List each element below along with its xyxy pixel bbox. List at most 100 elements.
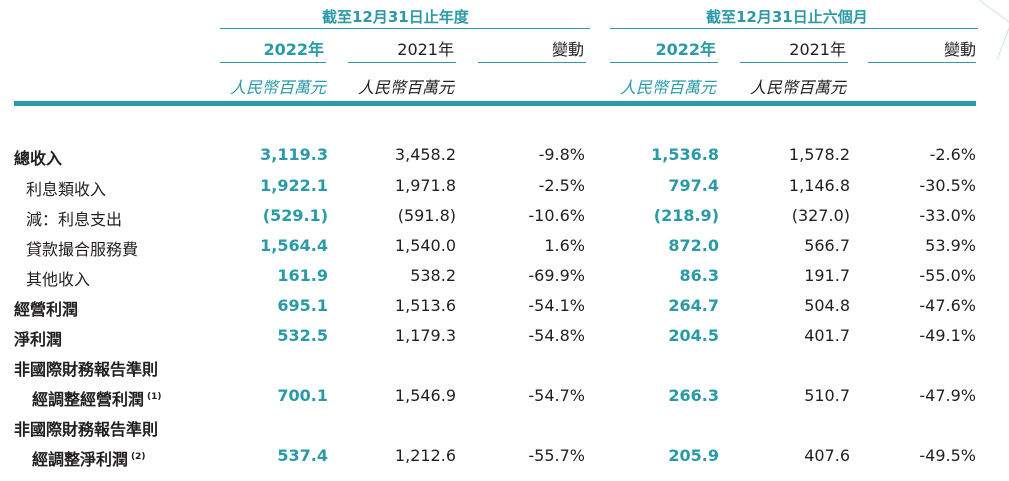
row-label: 貸款撮合服務費 [26, 236, 138, 260]
unit-2022-year: 人民幣百萬元 [229, 78, 326, 97]
table-top-rule [14, 101, 976, 106]
row-label-text: 經調整淨利潤 [32, 450, 129, 469]
rule-change-six [868, 62, 976, 63]
table-cell: -54.1% [528, 296, 585, 315]
group-rule-six-months [610, 28, 978, 29]
rule-2022-year [220, 62, 326, 63]
row-label: 其他收入 [26, 266, 90, 290]
table-cell: 700.1 [277, 386, 328, 405]
table-cell: -30.5% [919, 176, 976, 195]
row-label-text: 經營利潤 [14, 300, 79, 319]
table-cell: 161.9 [277, 266, 328, 285]
table-cell: 86.3 [679, 266, 719, 285]
table-cell: -54.7% [528, 386, 585, 405]
table-cell: -49.1% [919, 326, 976, 345]
table-cell: 191.7 [804, 266, 850, 285]
table-cell: -10.6% [528, 206, 585, 225]
table-cell: 1,546.9 [394, 386, 456, 405]
group-rule-year [220, 28, 590, 29]
header-2022-six: 2022年 [655, 40, 716, 59]
unit-2021-six: 人民幣百萬元 [749, 78, 846, 97]
table-cell: -55.7% [528, 446, 585, 465]
table-cell: -49.5% [919, 446, 976, 465]
table-cell: -47.9% [919, 386, 976, 405]
table-cell: -33.0% [919, 206, 976, 225]
unit-2021-year: 人民幣百萬元 [357, 78, 454, 97]
row-label: 經營利潤 [14, 296, 78, 320]
row-label-text: 貸款撮合服務費 [26, 240, 139, 259]
table-cell: 1,922.1 [260, 176, 328, 195]
table-cell: 1,564.4 [260, 236, 328, 255]
row-label: 非國際財務報告準則 [14, 416, 158, 440]
table-cell: 504.8 [804, 296, 850, 315]
footnote-marker: (2) [131, 451, 146, 462]
table-cell: -54.8% [528, 326, 585, 345]
row-label-text: 非國際財務報告準則 [14, 420, 159, 439]
table-cell: -47.6% [919, 296, 976, 315]
table-cell: 204.5 [668, 326, 719, 345]
unit-2022-six: 人民幣百萬元 [619, 78, 716, 97]
header-change-six: 變動 [943, 40, 976, 59]
table-cell: (218.9) [653, 206, 719, 225]
table-cell: 3,458.2 [394, 145, 456, 164]
row-label: 經調整淨利潤 (2) [32, 446, 146, 470]
table-cell: 872.0 [668, 236, 719, 255]
table-cell: 1,971.8 [394, 176, 456, 195]
table-cell: 695.1 [277, 296, 328, 315]
table-cell: 1,146.8 [788, 176, 850, 195]
header-2021-year: 2021年 [397, 40, 454, 59]
row-label-text: 其他收入 [26, 270, 91, 289]
table-cell: 264.7 [668, 296, 719, 315]
table-cell: 401.7 [804, 326, 850, 345]
row-label-text: 減：利息支出 [26, 210, 123, 229]
table-cell: (327.0) [791, 206, 850, 225]
table-cell: 3,119.3 [260, 145, 328, 164]
table-cell: 1,212.6 [394, 446, 456, 465]
row-label-text: 經調整經營利潤 [32, 390, 145, 409]
table-cell: 537.4 [277, 446, 328, 465]
row-label-text: 非國際財務報告準則 [14, 360, 159, 379]
row-label: 淨利潤 [14, 326, 62, 350]
group-title-year: 截至12月31日止年度 [322, 8, 469, 26]
row-label-text: 利息類收入 [26, 180, 107, 199]
table-cell: 1,536.8 [651, 145, 719, 164]
table-cell: 797.4 [668, 176, 719, 195]
table-cell: 566.7 [804, 236, 850, 255]
table-cell: -2.6% [929, 145, 976, 164]
row-label: 利息類收入 [26, 176, 106, 200]
table-cell: 532.5 [277, 326, 328, 345]
corner-decoration [978, 0, 1009, 60]
rule-2021-year [348, 62, 456, 63]
rule-change-year [478, 62, 586, 63]
row-label-text: 總收入 [14, 149, 63, 168]
table-cell: (529.1) [262, 206, 328, 225]
table-cell: 205.9 [668, 446, 719, 465]
table-cell: 266.3 [668, 386, 719, 405]
table-cell: -69.9% [528, 266, 585, 285]
row-label: 非國際財務報告準則 [14, 356, 158, 380]
header-2022-year: 2022年 [263, 40, 324, 59]
table-cell: 53.9% [925, 236, 976, 255]
table-cell: 1,540.0 [394, 236, 456, 255]
table-cell: -9.8% [538, 145, 585, 164]
row-label-text: 淨利潤 [14, 330, 63, 349]
row-label: 經調整經營利潤 (1) [32, 386, 162, 410]
table-cell: 538.2 [410, 266, 456, 285]
table-cell: 510.7 [804, 386, 850, 405]
row-label: 減：利息支出 [26, 206, 122, 230]
header-change-year: 變動 [551, 40, 584, 59]
table-cell: 1,513.6 [394, 296, 456, 315]
header-2021-six: 2021年 [789, 40, 846, 59]
row-label: 總收入 [14, 145, 62, 169]
group-title-six-months: 截至12月31日止六個月 [706, 8, 868, 26]
table-cell: 1,179.3 [394, 326, 456, 345]
table-cell: -2.5% [538, 176, 585, 195]
rule-2022-six [610, 62, 718, 63]
table-cell: 1,578.2 [788, 145, 850, 164]
rule-2021-six [740, 62, 848, 63]
footnote-marker: (1) [147, 391, 162, 402]
table-cell: -55.0% [919, 266, 976, 285]
table-cell: (591.8) [397, 206, 456, 225]
table-cell: 1.6% [544, 236, 585, 255]
table-cell: 407.6 [804, 446, 850, 465]
